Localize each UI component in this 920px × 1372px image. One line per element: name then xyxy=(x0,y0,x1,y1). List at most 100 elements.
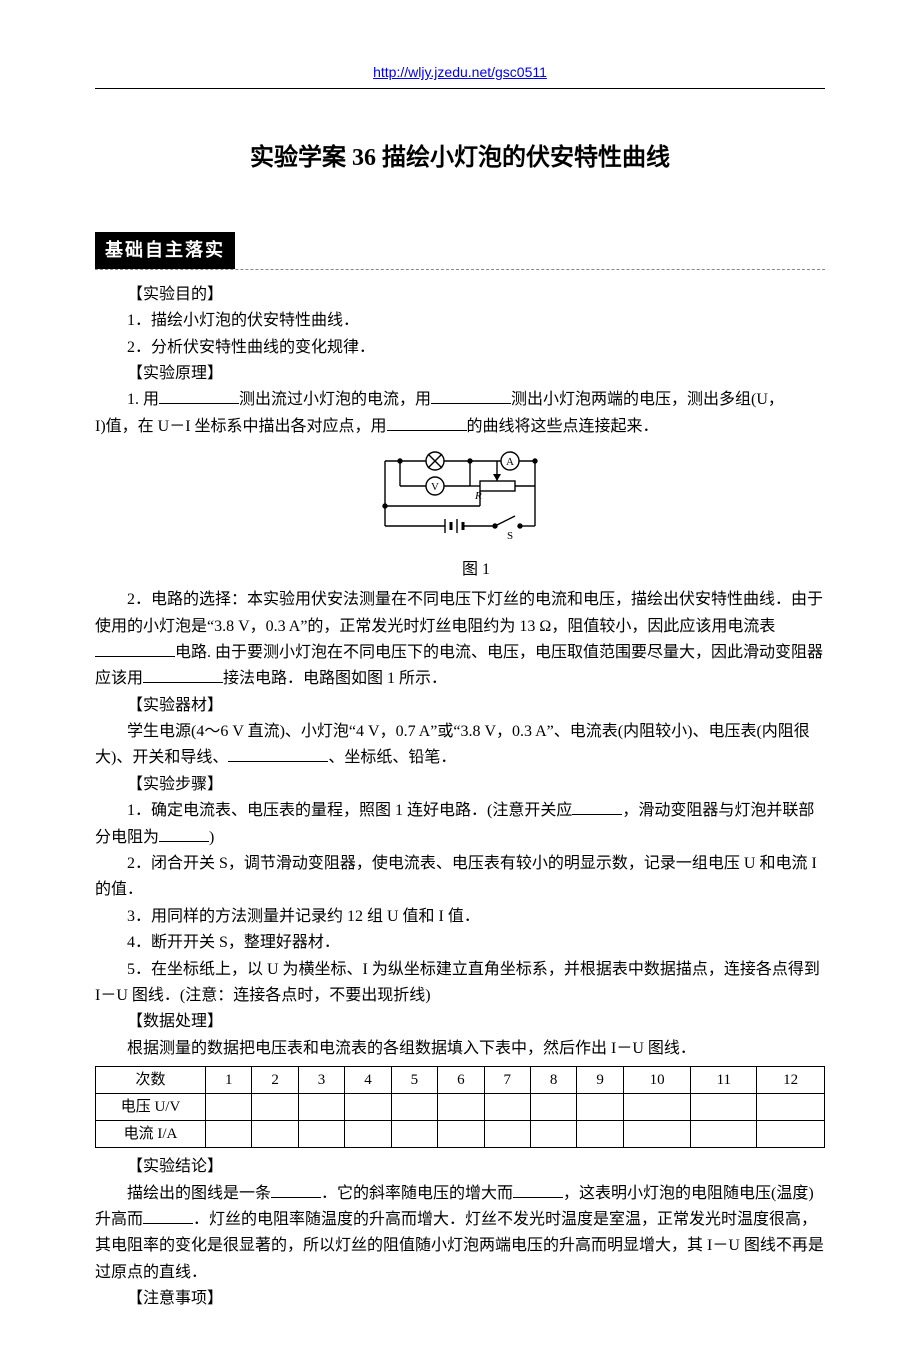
purpose-head: 【实验目的】 xyxy=(95,282,825,308)
header-rule xyxy=(95,88,825,89)
figure-caption: 图 1 xyxy=(95,557,825,583)
table-row: 电压 U/V xyxy=(96,1094,825,1121)
cell xyxy=(298,1121,344,1148)
step-3: 3．用同样的方法测量并记录约 12 组 U 值和 I 值． xyxy=(95,904,825,930)
blank xyxy=(159,388,239,404)
cell xyxy=(484,1094,530,1121)
purpose-line-2: 2．分析伏安特性曲线的变化规律． xyxy=(95,335,825,361)
cell xyxy=(530,1121,576,1148)
conclusion-p: 描绘出的图线是一条．它的斜率随电压的增大而，这表明小灯泡的电阻随电压(温度)升高… xyxy=(95,1181,825,1287)
cell xyxy=(438,1094,484,1121)
data-table: 次数 1 2 3 4 5 6 7 8 9 10 11 12 电压 U/V 电流 … xyxy=(95,1066,825,1148)
text: 1. 用 xyxy=(127,391,159,408)
cell: 1 xyxy=(206,1067,252,1094)
cell xyxy=(298,1094,344,1121)
circuit-svg: A V R xyxy=(365,446,555,546)
principle-p2: 2．电路的选择：本实验用伏安法测量在不同电压下灯丝的电流和电压，描绘出伏安特性曲… xyxy=(95,587,825,693)
text: 测出小灯泡两端的电压，测出多组(U， xyxy=(511,391,784,408)
blank xyxy=(387,415,467,431)
cell xyxy=(206,1121,252,1148)
cell: 8 xyxy=(530,1067,576,1094)
cell xyxy=(391,1121,437,1148)
cell xyxy=(691,1094,757,1121)
cell: 4 xyxy=(345,1067,391,1094)
cell xyxy=(345,1121,391,1148)
cell xyxy=(252,1094,298,1121)
conclusion-head: 【实验结论】 xyxy=(95,1154,825,1180)
table-row: 次数 1 2 3 4 5 6 7 8 9 10 11 12 xyxy=(96,1067,825,1094)
blank xyxy=(572,799,622,815)
header-link[interactable]: http://wljy.jzedu.net/gsc0511 xyxy=(373,64,547,80)
cell xyxy=(577,1121,623,1148)
circuit-figure: A V R xyxy=(95,446,825,555)
blank xyxy=(143,667,223,683)
principle-p1: 1. 用 测出流过小灯泡的电流，用 测出小灯泡两端的电压，测出多组(U， xyxy=(95,387,825,413)
row-label: 电流 I/A xyxy=(96,1121,206,1148)
text: 的曲线将这些点连接起来． xyxy=(467,418,659,435)
step-2: 2．闭合开关 S，调节滑动变阻器，使电流表、电压表有较小的明显示数，记录一组电压… xyxy=(95,851,825,904)
blank xyxy=(95,641,175,657)
cell xyxy=(345,1094,391,1121)
text: 2．电路的选择：本实验用伏安法测量在不同电压下灯丝的电流和电压，描绘出伏安特性曲… xyxy=(95,591,823,634)
cell: 3 xyxy=(298,1067,344,1094)
cell xyxy=(623,1121,691,1148)
blank xyxy=(431,388,511,404)
cell xyxy=(757,1121,825,1148)
text: 、坐标纸、铅笔． xyxy=(328,749,456,766)
apparatus-head: 【实验器材】 xyxy=(95,693,825,719)
table-row: 电流 I/A xyxy=(96,1121,825,1148)
blank xyxy=(513,1182,563,1198)
text: ) xyxy=(209,829,214,846)
cell: 11 xyxy=(691,1067,757,1094)
page-header: http://wljy.jzedu.net/gsc0511 xyxy=(95,60,825,89)
cell xyxy=(577,1094,623,1121)
row-label: 电压 U/V xyxy=(96,1094,206,1121)
blank xyxy=(271,1182,321,1198)
text: ．灯丝的电阻率随温度的升高而增大．灯丝不发光时温度是室温，正常发光时温度很高，其… xyxy=(95,1211,824,1281)
cell: 10 xyxy=(623,1067,691,1094)
text: ．它的斜率随电压的增大而 xyxy=(321,1185,513,1202)
cell xyxy=(691,1121,757,1148)
text: 描绘出的图线是一条 xyxy=(127,1185,271,1202)
text: 测出流过小灯泡的电流，用 xyxy=(239,391,431,408)
blank xyxy=(143,1208,193,1224)
cell: 9 xyxy=(577,1067,623,1094)
cell xyxy=(623,1094,691,1121)
cell xyxy=(206,1094,252,1121)
data-head: 【数据处理】 xyxy=(95,1009,825,1035)
cell: 12 xyxy=(757,1067,825,1094)
cell xyxy=(530,1094,576,1121)
cell: 7 xyxy=(484,1067,530,1094)
section-banner-row: 基础自主落实 xyxy=(95,232,825,270)
svg-text:V: V xyxy=(431,481,439,493)
svg-text:S: S xyxy=(507,530,513,542)
cell xyxy=(484,1121,530,1148)
apparatus-p1: 学生电源(4～6 V 直流)、小灯泡“4 V，0.7 A”或“3.8 V，0.3… xyxy=(95,719,825,772)
svg-text:A: A xyxy=(506,456,514,468)
page-title: 实验学案 36 描绘小灯泡的伏安特性曲线 xyxy=(95,139,825,177)
notes-head: 【注意事项】 xyxy=(95,1286,825,1312)
section-banner: 基础自主落实 xyxy=(95,232,235,269)
purpose-line-1: 1．描绘小灯泡的伏安特性曲线． xyxy=(95,308,825,334)
cell xyxy=(757,1094,825,1121)
blank xyxy=(159,826,209,842)
blank xyxy=(228,746,328,762)
cell xyxy=(391,1094,437,1121)
row-label: 次数 xyxy=(96,1067,206,1094)
principle-p1-cont: I)值，在 U－I 坐标系中描出各对应点，用 的曲线将这些点连接起来． xyxy=(95,414,825,440)
cell: 6 xyxy=(438,1067,484,1094)
principle-head: 【实验原理】 xyxy=(95,361,825,387)
step-1: 1．确定电流表、电压表的量程，照图 1 连好电路．(注意开关应，滑动变阻器与灯泡… xyxy=(95,798,825,851)
cell xyxy=(438,1121,484,1148)
cell: 2 xyxy=(252,1067,298,1094)
svg-text:R: R xyxy=(474,490,482,502)
step-4: 4．断开开关 S，整理好器材． xyxy=(95,930,825,956)
text: 1．确定电流表、电压表的量程，照图 1 连好电路．(注意开关应 xyxy=(127,802,572,819)
steps-head: 【实验步骤】 xyxy=(95,772,825,798)
text: I)值，在 U－I 坐标系中描出各对应点，用 xyxy=(95,418,387,435)
data-intro: 根据测量的数据把电压表和电流表的各组数据填入下表中，然后作出 I－U 图线． xyxy=(95,1036,825,1062)
cell xyxy=(252,1121,298,1148)
step-5: 5．在坐标纸上，以 U 为横坐标、I 为纵坐标建立直角坐标系，并根据表中数据描点… xyxy=(95,957,825,1010)
cell: 5 xyxy=(391,1067,437,1094)
text: 接法电路．电路图如图 1 所示． xyxy=(223,670,447,687)
